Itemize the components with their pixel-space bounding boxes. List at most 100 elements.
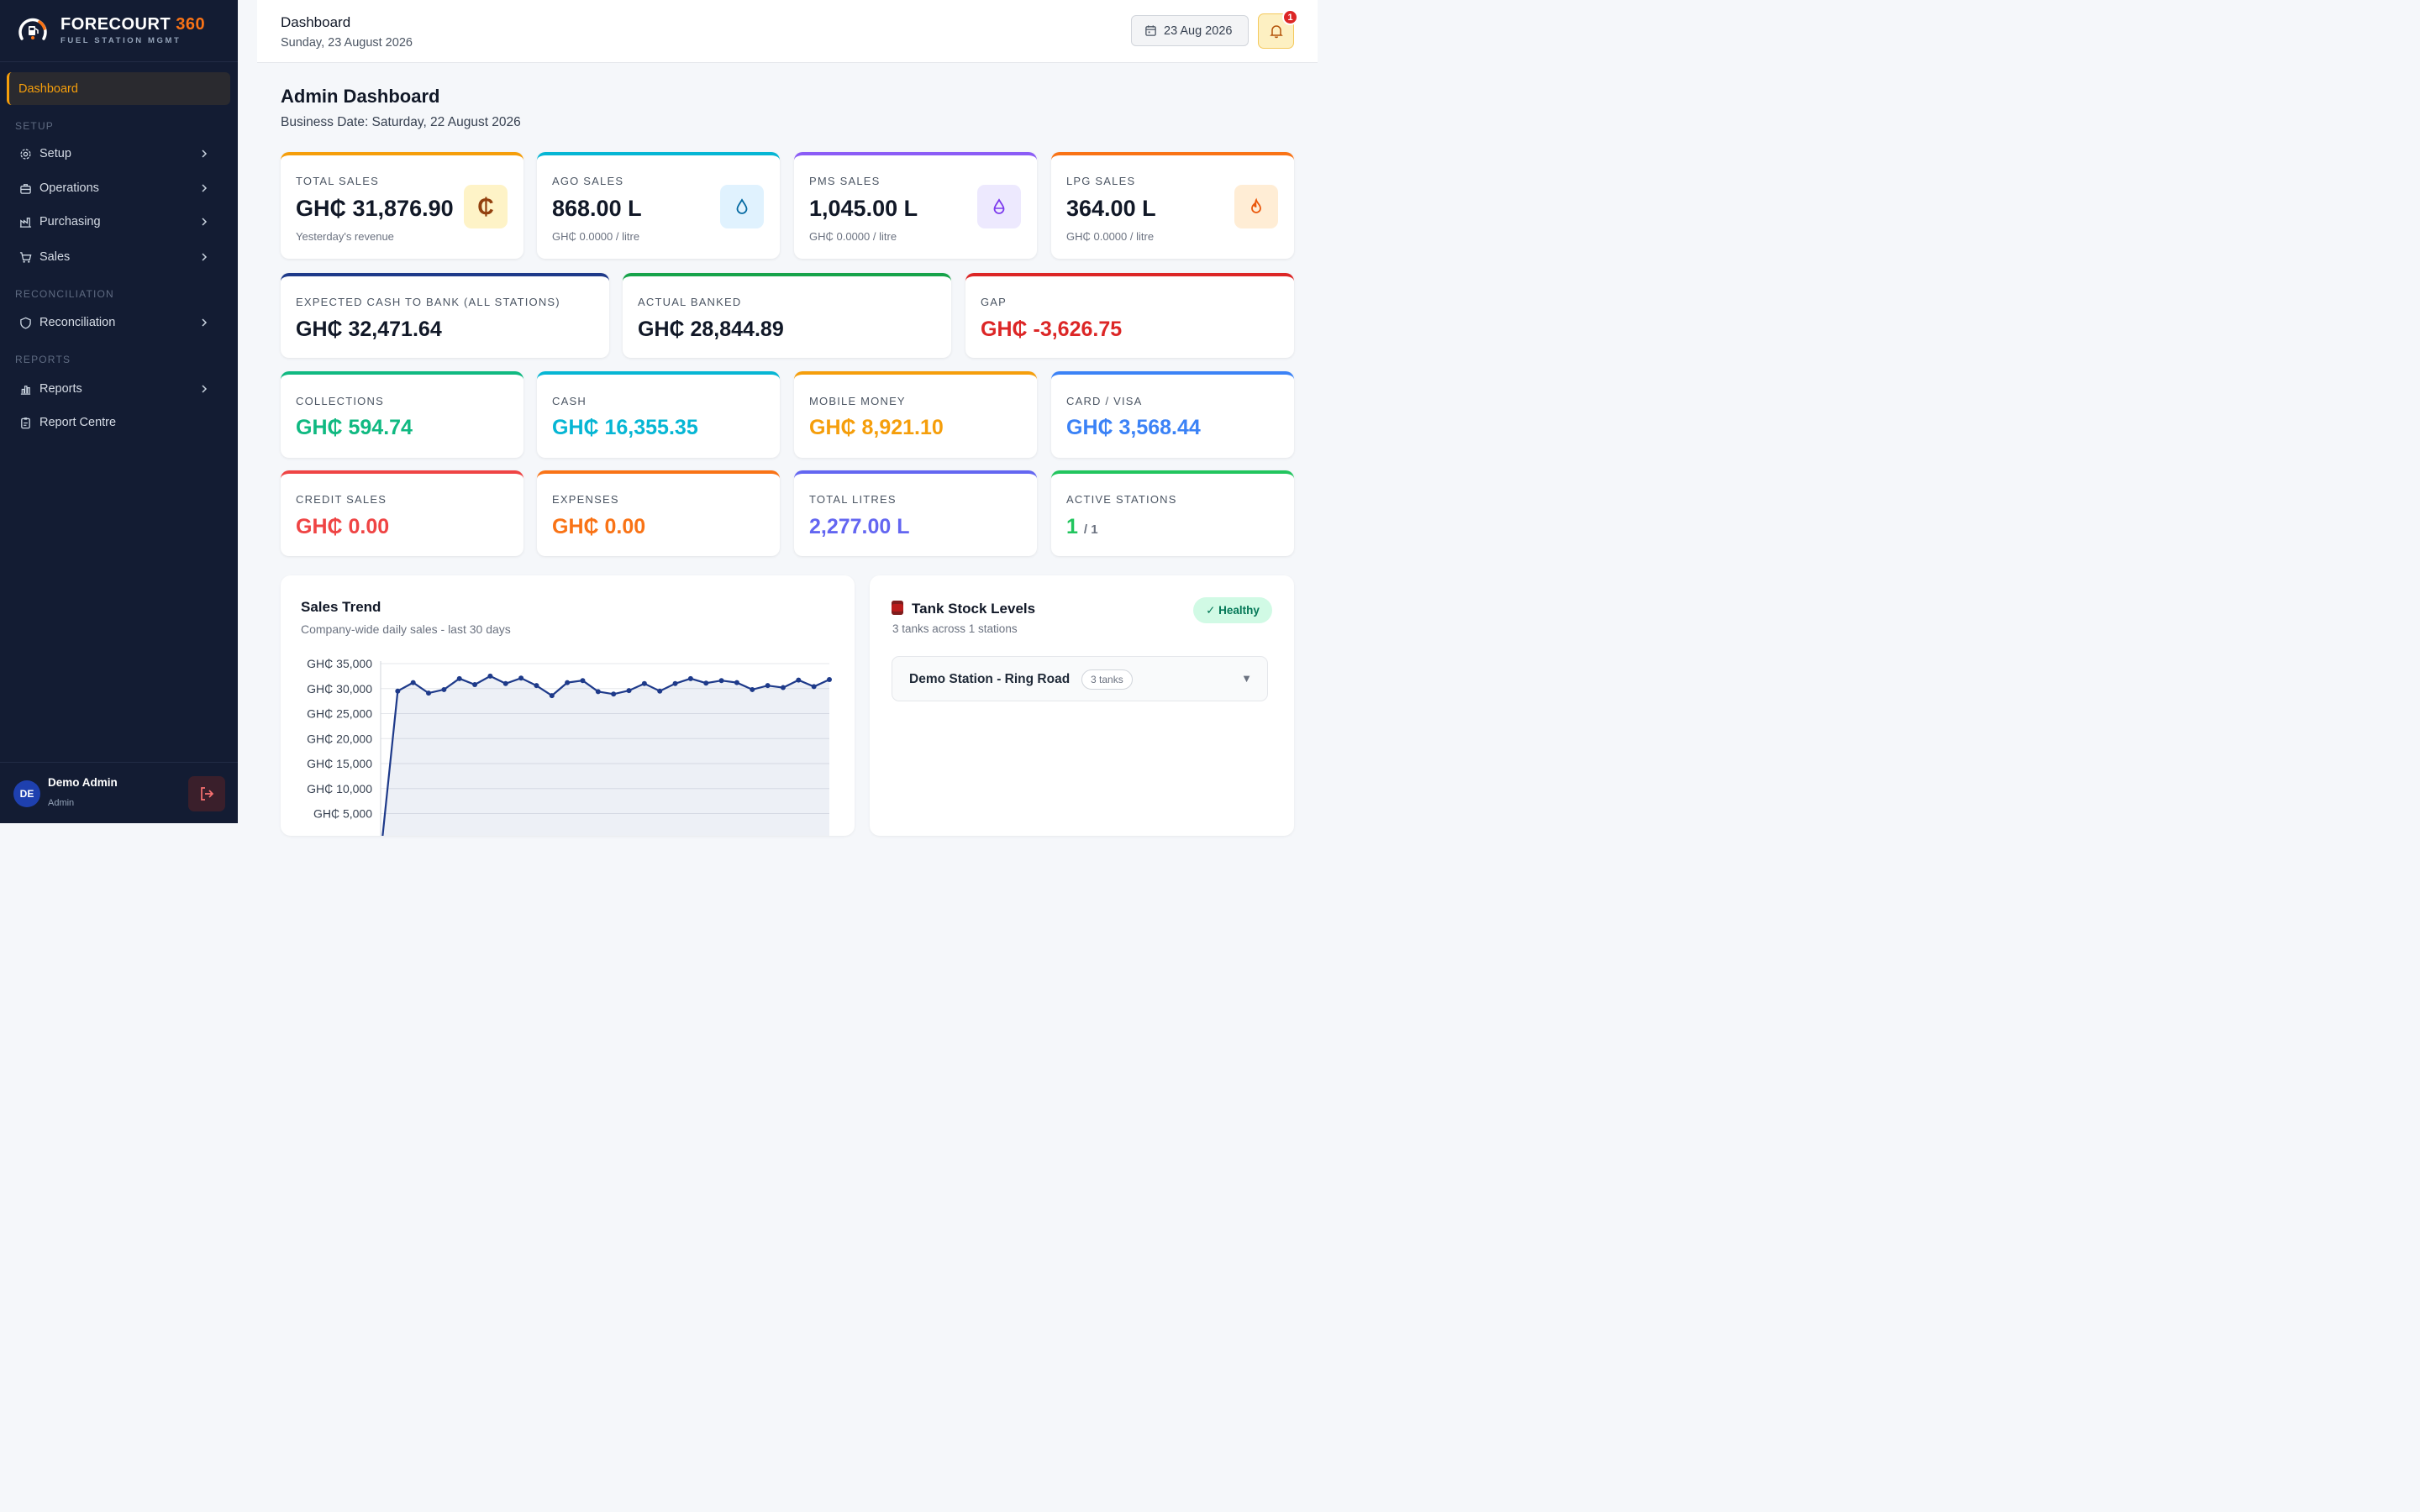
nav-section-setup: SETUP — [15, 120, 55, 132]
sidebar-item-label: Reconciliation — [39, 316, 116, 329]
data-point[interactable] — [426, 690, 432, 696]
kpi-label: EXPECTED CASH TO BANK (ALL STATIONS) — [296, 296, 560, 308]
brand-name: FORECOURT 360 — [60, 15, 206, 34]
chevron-right-icon — [202, 253, 208, 261]
y-tick-label: GH₵ 35,000 — [307, 657, 372, 670]
data-point[interactable] — [626, 688, 632, 694]
kpi-label: PMS SALES — [809, 175, 881, 187]
data-point[interactable] — [565, 680, 571, 685]
user-role: Admin — [48, 798, 75, 808]
kpi-card-total-litres: TOTAL LITRES 2,277.00 L — [794, 470, 1037, 556]
kpi-sub: GH₵ 0.0000 / litre — [552, 230, 640, 243]
kpi-card-card-visa: CARD / VISA GH₵ 3,568.44 — [1051, 371, 1294, 458]
kpi-card-lpg-sales: LPG SALES 364.00 L GH₵ 0.0000 / litre — [1051, 152, 1294, 259]
series-line — [381, 675, 830, 836]
kpi-card-pms-sales: PMS SALES 1,045.00 L GH₵ 0.0000 / litre — [794, 152, 1037, 259]
kpi-value: 364.00 L — [1066, 196, 1156, 221]
sidebar-item-setup[interactable]: Setup — [18, 141, 213, 166]
data-point[interactable] — [718, 678, 724, 684]
data-point[interactable] — [687, 675, 693, 681]
tank-stock-panel: Tank Stock Levels 3 tanks across 1 stati… — [870, 575, 1294, 836]
kpi-value: GH₵ 31,876.90 — [296, 196, 454, 221]
briefcase-icon — [18, 181, 32, 195]
sidebar-item-report-centre[interactable]: Report Centre — [18, 410, 213, 435]
y-tick-label: GH₵ 25,000 — [307, 707, 372, 721]
user-panel: DE Demo Admin Admin — [0, 762, 238, 823]
brand-tagline: FUEL STATION MGMT — [60, 36, 182, 45]
kpi-value: GH₵ 0.00 — [552, 515, 646, 538]
kpi-label: ACTUAL BANKED — [638, 296, 742, 308]
shield-icon — [18, 316, 32, 329]
data-point[interactable] — [750, 686, 755, 692]
chevron-right-icon — [202, 318, 208, 327]
clipboard-icon — [18, 416, 32, 429]
kpi-value: 1,045.00 L — [809, 196, 918, 221]
chevron-right-icon — [202, 150, 208, 158]
kpi-value: 2,277.00 L — [809, 515, 910, 538]
sidebar-item-reconciliation[interactable]: Reconciliation — [18, 310, 213, 335]
sidebar-item-dashboard[interactable]: Dashboard — [7, 72, 230, 105]
active-stations-count: 1 — [1066, 515, 1078, 538]
data-point[interactable] — [672, 680, 678, 686]
data-point[interactable] — [641, 680, 647, 686]
tank-stock-title: Tank Stock Levels — [892, 601, 1035, 617]
data-point[interactable] — [580, 678, 586, 684]
data-point[interactable] — [487, 673, 493, 679]
status-badge: ✓ Healthy — [1193, 597, 1272, 623]
data-point[interactable] — [796, 677, 802, 683]
station-accordion-row[interactable]: Demo Station - Ring Road 3 tanks ▼ — [892, 656, 1268, 701]
top-header: Dashboard Sunday, 23 August 2026 23 Aug … — [257, 0, 1318, 63]
data-point[interactable] — [549, 693, 555, 699]
logout-button[interactable] — [188, 776, 225, 811]
data-point[interactable] — [410, 680, 416, 685]
kpi-label: CARD / VISA — [1066, 395, 1143, 407]
kpi-value: 1 / 1 — [1066, 515, 1098, 539]
kpi-label: CREDIT SALES — [296, 493, 387, 506]
sales-trend-panel: Sales Trend Company-wide daily sales - l… — [281, 575, 855, 836]
data-point[interactable] — [827, 677, 832, 683]
sidebar-item-sales[interactable]: Sales — [18, 244, 213, 270]
sidebar-item-label: Operations — [39, 181, 99, 195]
data-point[interactable] — [534, 683, 539, 689]
data-point[interactable] — [734, 680, 739, 685]
notification-count-badge: 1 — [1282, 9, 1298, 25]
kpi-label: ACTIVE STATIONS — [1066, 493, 1177, 506]
date-picker-button[interactable]: 23 Aug 2026 — [1131, 15, 1249, 46]
kpi-label: TOTAL SALES — [296, 175, 379, 187]
nav-section-reports: REPORTS — [15, 354, 71, 365]
kpi-sub: GH₵ 0.0000 / litre — [1066, 230, 1155, 243]
kpi-card-expected-cash: EXPECTED CASH TO BANK (ALL STATIONS) GH₵… — [281, 273, 609, 358]
data-point[interactable] — [472, 681, 478, 687]
avatar: DE — [13, 780, 40, 807]
data-point[interactable] — [611, 691, 617, 697]
data-point[interactable] — [441, 686, 447, 692]
bar-chart-icon — [18, 382, 32, 396]
cart-icon — [18, 250, 32, 264]
data-point[interactable] — [703, 680, 709, 686]
sidebar: FORECOURT 360 FUEL STATION MGMT Dashboar… — [0, 0, 238, 823]
data-point[interactable] — [456, 675, 462, 681]
factory-icon — [18, 215, 32, 228]
data-point[interactable] — [395, 688, 401, 694]
data-point[interactable] — [811, 684, 817, 690]
data-point[interactable] — [595, 689, 601, 695]
data-point[interactable] — [780, 685, 786, 690]
sidebar-item-reports[interactable]: Reports — [18, 376, 213, 402]
tank-stock-title-text: Tank Stock Levels — [912, 601, 1036, 617]
notifications-button[interactable]: 1 — [1258, 9, 1298, 49]
kpi-card-expenses: EXPENSES GH₵ 0.00 — [537, 470, 780, 556]
kpi-label: AGO SALES — [552, 175, 624, 187]
kpi-value: GH₵ -3,626.75 — [981, 318, 1123, 341]
data-point[interactable] — [502, 680, 508, 686]
sidebar-item-operations[interactable]: Operations — [18, 176, 213, 201]
nav-section-reconciliation: RECONCILIATION — [15, 288, 114, 300]
data-point[interactable] — [518, 675, 524, 681]
kpi-value: GH₵ 32,471.64 — [296, 318, 442, 341]
data-point[interactable] — [657, 688, 663, 694]
sidebar-item-purchasing[interactable]: Purchasing — [18, 209, 213, 234]
sales-trend-title: Sales Trend — [301, 599, 381, 615]
kpi-card-actual-banked: ACTUAL BANKED GH₵ 28,844.89 — [623, 273, 951, 358]
kpi-value: 868.00 L — [552, 196, 642, 221]
data-point[interactable] — [765, 683, 771, 689]
kpi-value: GH₵ 3,568.44 — [1066, 416, 1201, 439]
